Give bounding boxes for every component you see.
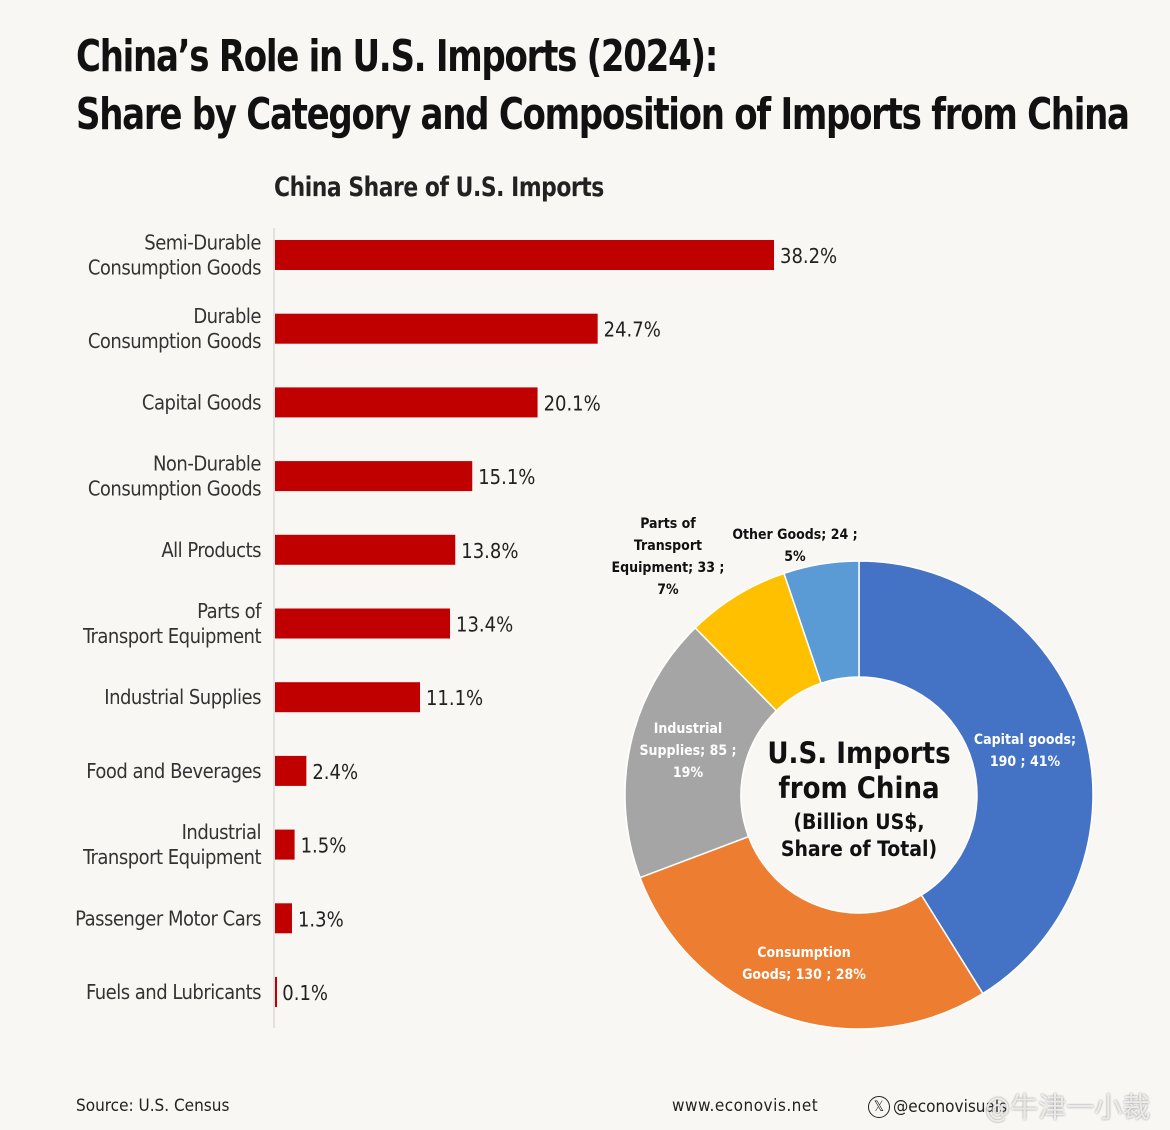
category-label: Food and Beverages bbox=[86, 759, 261, 783]
slice-label: Goods; 130 ; 28% bbox=[742, 967, 866, 983]
bar-value-label: 1.5% bbox=[301, 834, 347, 858]
category-label: Semi-Durable bbox=[144, 231, 261, 255]
category-label: Consumption Goods bbox=[88, 477, 261, 501]
bar bbox=[275, 755, 307, 786]
category-label: Transport Equipment bbox=[82, 845, 261, 869]
category-label: Transport Equipment bbox=[82, 624, 261, 648]
category-label: Consumption Goods bbox=[88, 256, 261, 280]
bar bbox=[275, 534, 456, 565]
slice-label: Supplies; 85 ; bbox=[639, 743, 736, 759]
slice-label: Consumption bbox=[757, 945, 850, 961]
category-label: Non-Durable bbox=[153, 452, 261, 476]
bar-value-label: 13.4% bbox=[456, 613, 513, 637]
source-note: Source: U.S. Census bbox=[76, 1096, 230, 1116]
slice-label: Industrial bbox=[654, 721, 723, 737]
category-label: Capital Goods bbox=[142, 390, 261, 414]
category-label: Industrial bbox=[182, 820, 261, 844]
title-line-2: Share by Category and Composition of Imp… bbox=[76, 89, 1130, 140]
slice-label: Parts of bbox=[640, 516, 696, 532]
bar-value-label: 2.4% bbox=[312, 760, 358, 784]
bar-value-label: 13.8% bbox=[461, 539, 518, 563]
bar-value-label: 38.2% bbox=[780, 244, 837, 268]
category-label: Industrial Supplies bbox=[104, 685, 261, 709]
x-logo-icon: 𝕏 bbox=[868, 1096, 890, 1118]
slice-label: Other Goods; 24 ; bbox=[732, 527, 857, 543]
slice-label: Capital goods; bbox=[974, 732, 1076, 748]
bar bbox=[275, 977, 277, 1007]
donut-slice bbox=[783, 560, 860, 685]
social-handle[interactable]: 𝕏 @econovisuals bbox=[868, 1096, 1007, 1118]
category-label: Fuels and Lubricants bbox=[86, 980, 261, 1004]
bar-value-label: 24.7% bbox=[604, 318, 661, 342]
donut-slice bbox=[639, 835, 984, 1030]
bar-value-label: 20.1% bbox=[544, 391, 601, 415]
slice-label: 190 ; 41% bbox=[990, 754, 1061, 770]
website-link[interactable]: www.econovis.net bbox=[672, 1096, 819, 1116]
donut-center-title: from China bbox=[778, 771, 939, 805]
bar bbox=[275, 313, 598, 344]
bar bbox=[275, 461, 473, 492]
bar-value-label: 0.1% bbox=[282, 981, 328, 1005]
category-label: All Products bbox=[161, 538, 261, 562]
category-label: Parts of bbox=[197, 599, 262, 623]
category-label: Passenger Motor Cars bbox=[75, 906, 261, 930]
donut-center-subtitle: (Billion US$, bbox=[793, 810, 924, 834]
bar-value-label: 11.1% bbox=[426, 686, 483, 710]
bar bbox=[275, 903, 292, 934]
watermark: @牛津一小裁缝 bbox=[985, 1091, 1151, 1124]
bar bbox=[275, 682, 420, 713]
slice-label: Equipment; 33 ; bbox=[612, 560, 725, 576]
slice-label: Transport bbox=[634, 538, 702, 554]
donut-center-subtitle: Share of Total) bbox=[781, 837, 937, 861]
handle-text: @econovisuals bbox=[893, 1097, 1008, 1117]
title-line-1: China’s Role in U.S. Imports (2024): bbox=[76, 31, 718, 82]
bar-value-label: 15.1% bbox=[478, 465, 535, 489]
bar-chart-title: China Share of U.S. Imports bbox=[274, 172, 604, 203]
bar bbox=[275, 829, 295, 860]
slice-label: 19% bbox=[673, 765, 704, 781]
bar bbox=[275, 240, 774, 270]
bar bbox=[275, 387, 538, 418]
donut-slice bbox=[858, 560, 1094, 995]
category-label: Durable bbox=[193, 304, 261, 328]
page-title: China’s Role in U.S. Imports (2024): Sha… bbox=[76, 28, 1130, 144]
bar bbox=[275, 608, 451, 639]
bar-value-label: 1.3% bbox=[298, 907, 344, 931]
donut-slice bbox=[624, 626, 778, 879]
donut-center-title: U.S. Imports bbox=[767, 736, 950, 770]
slice-label: 5% bbox=[784, 549, 806, 565]
category-label: Consumption Goods bbox=[88, 329, 261, 353]
slice-label: 7% bbox=[657, 582, 679, 598]
